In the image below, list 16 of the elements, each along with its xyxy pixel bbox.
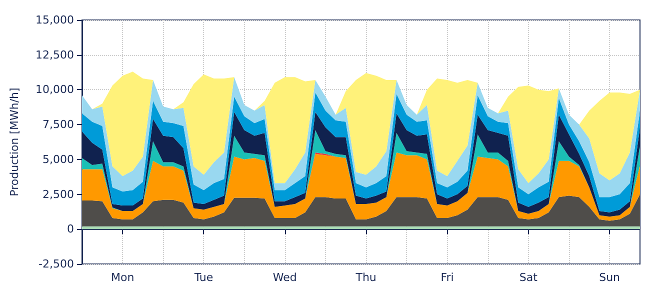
x-tick-label: Thu — [354, 271, 376, 284]
x-tick-label: Fri — [440, 271, 454, 284]
y-tick-label: -2,500 — [38, 258, 74, 270]
y-tick-label: 7,500 — [42, 118, 74, 132]
y-tick-label: 5,000 — [42, 152, 74, 166]
x-tick-label: Wed — [272, 271, 297, 284]
y-tick-label: 0 — [67, 222, 74, 236]
x-tick-label: Tue — [193, 271, 214, 284]
y-tick-label: 2,500 — [42, 188, 74, 201]
x-tick-label: Sun — [599, 271, 620, 284]
y-tick-label: 10,000 — [36, 83, 74, 96]
x-tick-label: Sat — [519, 271, 538, 284]
y-tick-label: 15,000 — [36, 14, 74, 26]
y-tick-label: 12,500 — [36, 48, 74, 62]
x-tick-label: Mon — [110, 271, 134, 284]
y-axis-title: Production [MWh/h] — [8, 88, 21, 196]
